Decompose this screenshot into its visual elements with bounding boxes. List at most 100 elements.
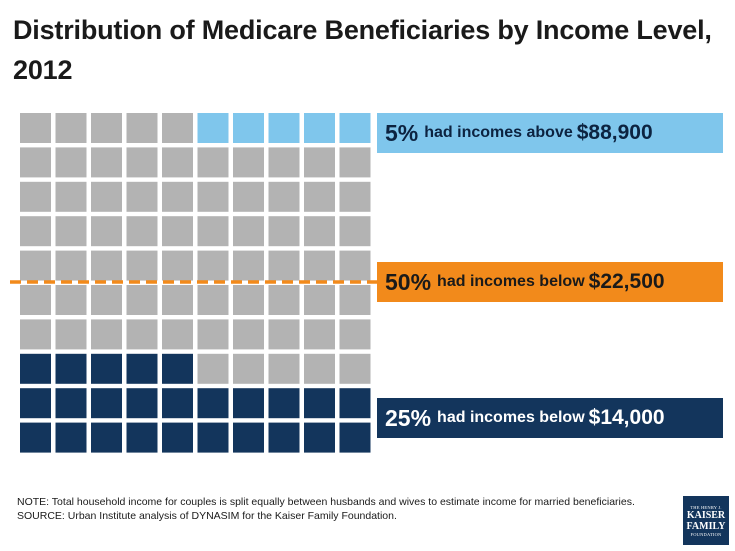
waffle-cell-middle [268, 319, 300, 350]
waffle-cell-middle [268, 250, 300, 281]
waffle-cell-middle [20, 319, 51, 350]
waffle-cell-middle [233, 250, 264, 281]
waffle-cell-middle [304, 181, 335, 212]
waffle-cell-middle [91, 319, 122, 350]
waffle-cell-middle [197, 147, 229, 178]
callout-median-50-percent: 50% had incomes below $22,500 [377, 262, 723, 302]
waffle-cell-middle [55, 181, 87, 212]
waffle-cell-bottom [91, 388, 122, 419]
callout-text: had incomes below [437, 409, 585, 426]
waffle-cell-middle [197, 319, 229, 350]
waffle-cell-bottom [162, 353, 193, 384]
waffle-cell-middle [55, 216, 87, 247]
waffle-cell-middle [304, 147, 335, 178]
waffle-cell-middle [268, 181, 300, 212]
waffle-cell-middle [339, 250, 371, 281]
callout-percent: 25% [385, 404, 432, 431]
waffle-chart [10, 113, 377, 453]
waffle-cell-bottom [91, 353, 122, 384]
waffle-cell-middle [268, 285, 300, 315]
callout-amount: $88,900 [576, 121, 653, 144]
waffle-cell-middle [162, 285, 193, 315]
waffle-cell-top [304, 113, 335, 143]
waffle-cell-bottom [55, 388, 87, 419]
waffle-cell-middle [126, 147, 158, 178]
waffle-cell-middle [20, 250, 51, 281]
waffle-cell-middle [20, 147, 51, 178]
waffle-cell-bottom [126, 388, 158, 419]
waffle-cell-middle [339, 285, 371, 315]
waffle-cell-middle [233, 147, 264, 178]
waffle-cell-middle [339, 147, 371, 178]
waffle-cell-top [197, 113, 229, 143]
waffle-cell-middle [162, 250, 193, 281]
waffle-cell-bottom [162, 388, 193, 419]
waffle-cell-bottom [268, 422, 300, 453]
waffle-cell-bottom [268, 388, 300, 419]
waffle-cell-middle [304, 319, 335, 350]
waffle-cell-middle [91, 113, 122, 143]
logo-line: FAMILY [686, 520, 726, 532]
waffle-cell-middle [91, 285, 122, 315]
callout-top-5-percent: 5% had incomes above $88,900 [377, 113, 723, 153]
waffle-cell-middle [126, 319, 158, 350]
waffle-cell-middle [91, 181, 122, 212]
logo-line: KAISER [686, 509, 726, 521]
waffle-cell-bottom [339, 422, 371, 453]
waffle-cell-bottom [126, 353, 158, 384]
waffle-cell-middle [162, 319, 193, 350]
callout-bottom-25-percent: 25% had incomes below $14,000 [377, 398, 723, 438]
page-title: Distribution of Medicare Beneficiaries b… [13, 15, 712, 85]
waffle-cell-middle [20, 216, 51, 247]
waffle-cell-middle [55, 285, 87, 315]
waffle-cell-middle [304, 353, 335, 384]
waffle-cell-top [339, 113, 371, 143]
waffle-cell-bottom [197, 388, 229, 419]
waffle-cell-middle [126, 250, 158, 281]
waffle-cell-middle [162, 216, 193, 247]
waffle-cell-middle [233, 319, 264, 350]
waffle-cell-middle [304, 250, 335, 281]
waffle-cell-bottom [20, 388, 51, 419]
waffle-cell-bottom [55, 422, 87, 453]
callout-percent: 5% [385, 119, 419, 146]
callout-amount: $14,000 [588, 406, 665, 429]
waffle-cell-middle [20, 285, 51, 315]
waffle-cell-middle [197, 250, 229, 281]
waffle-cell-middle [268, 147, 300, 178]
waffle-cell-middle [162, 147, 193, 178]
callout-amount: $22,500 [588, 270, 665, 293]
waffle-cell-middle [20, 113, 51, 143]
waffle-cell-middle [197, 216, 229, 247]
waffle-cell-middle [55, 113, 87, 143]
waffle-cell-bottom [91, 422, 122, 453]
waffle-cell-bottom [233, 388, 264, 419]
waffle-cell-middle [126, 216, 158, 247]
waffle-cell-middle [126, 113, 158, 143]
waffle-cell-middle [304, 285, 335, 315]
waffle-cell-middle [339, 181, 371, 212]
waffle-cell-bottom [197, 422, 229, 453]
waffle-cell-middle [55, 250, 87, 281]
waffle-cell-middle [55, 319, 87, 350]
waffle-cell-middle [91, 147, 122, 178]
waffle-cell-bottom [339, 388, 371, 419]
waffle-cell-middle [233, 216, 264, 247]
source-text: SOURCE: Urban Institute analysis of DYNA… [17, 509, 397, 522]
waffle-cell-middle [162, 181, 193, 212]
waffle-cell-middle [268, 353, 300, 384]
waffle-cell-top [233, 113, 264, 143]
waffle-cell-bottom [162, 422, 193, 453]
waffle-cell-middle [339, 353, 371, 384]
waffle-cell-middle [91, 250, 122, 281]
waffle-cell-middle [91, 216, 122, 247]
waffle-cell-middle [126, 285, 158, 315]
waffle-cell-middle [304, 216, 335, 247]
waffle-cell-middle [197, 285, 229, 315]
waffle-cell-bottom [20, 353, 51, 384]
waffle-cell-bottom [304, 388, 335, 419]
kaiser-family-foundation-logo: THE HENRY J. KAISER FAMILY FOUNDATION [683, 496, 729, 545]
logo-line: FOUNDATION [690, 531, 722, 537]
note-text: NOTE: Total household income for couples… [17, 496, 635, 508]
waffle-cell-top [268, 113, 300, 143]
